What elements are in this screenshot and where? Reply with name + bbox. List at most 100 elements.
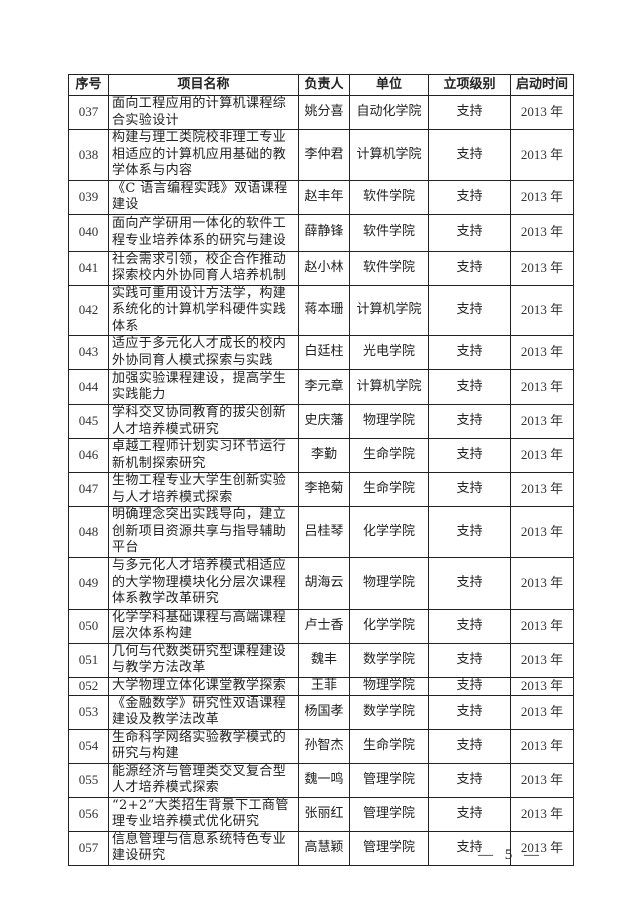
leader-name: 李勤 xyxy=(298,438,350,473)
unit-name: 数学学院 xyxy=(349,694,429,730)
project-level: 支持 xyxy=(428,642,511,678)
leader-name: 王菲 xyxy=(298,676,350,696)
row-number: 051 xyxy=(68,642,109,678)
row-number: 052 xyxy=(68,676,109,696)
unit-name: 管理学院 xyxy=(349,796,429,832)
unit-name: 化学学院 xyxy=(349,506,429,558)
leader-name: 胡海云 xyxy=(298,556,350,610)
table-row: 037 面向工程应用的计算机课程综合实验设计 姚分喜 自动化学院 支持 2013 年 xyxy=(68,95,574,130)
table-row: 043 适应于多元化人才成长的校内外协同育人模式探索与实践 白廷柱 光电学院 支持 201… xyxy=(68,335,574,370)
project-name: 与多元化人才培养模式相适应的大学物理模块化分层次课程体系教学改革研究 xyxy=(108,556,299,610)
start-time: 2013 年 xyxy=(510,95,574,130)
table-row: 041 社会需求引领，校企合作推动探索校内外协同育人培养机制 赵小林 软件学院 支持 20… xyxy=(68,250,574,286)
table-row: 053 《金融数学》研究性双语课程建设及教学法改革 杨国孝 数学学院 支持 2013 年 xyxy=(68,694,574,730)
leader-name: 赵小林 xyxy=(298,250,350,286)
leader-name: 蒋本珊 xyxy=(298,284,350,336)
start-time: 2013 年 xyxy=(510,335,574,370)
unit-name: 化学学院 xyxy=(349,608,429,644)
table-row: 057 信息管理与信息系统特色专业建设研究 高慧颖 管理学院 支持 2013 年 xyxy=(68,830,574,866)
project-level: 支持 xyxy=(428,556,511,610)
project-level: 支持 xyxy=(428,335,511,370)
start-time: 2013 年 xyxy=(510,830,574,866)
start-time: 2013 年 xyxy=(510,250,574,286)
project-level: 支持 xyxy=(428,179,511,215)
start-time: 2013 年 xyxy=(510,608,574,644)
unit-name: 管理学院 xyxy=(349,830,429,866)
leader-name: 姚分喜 xyxy=(298,95,350,130)
start-time: 2013 年 xyxy=(510,506,574,558)
unit-name: 计算机学院 xyxy=(349,369,429,405)
project-name: 面向产学研用一体化的软件工程专业培养体系的研究与建设 xyxy=(108,213,299,252)
page-number: — 5 — xyxy=(478,847,543,863)
table-row: 050 化学学科基础课程与高端课程层次体系构建 卢士香 化学学院 支持 2013 年 xyxy=(68,608,574,644)
leader-name: 史庆藩 xyxy=(298,404,350,439)
row-number: 041 xyxy=(68,250,109,286)
unit-name: 计算机学院 xyxy=(349,284,429,336)
unit-name: 软件学院 xyxy=(349,213,429,252)
project-level: 支持 xyxy=(428,250,511,286)
project-name: 大学物理立体化课堂教学探索 xyxy=(108,676,299,696)
leader-name: 李仲君 xyxy=(298,129,350,181)
row-number: 040 xyxy=(68,213,109,252)
row-number: 057 xyxy=(68,830,109,866)
project-name: 构建与理工类院校非理工专业相适应的计算机应用基础的教学体系与内容 xyxy=(108,129,299,181)
leader-name: 薛静锋 xyxy=(298,213,350,252)
project-name: 能源经济与管理类交叉复合型人才培养模式探索 xyxy=(108,762,299,798)
leader-name: 李元章 xyxy=(298,369,350,405)
project-name: “2+2”大类招生背景下工商管理专业培养模式优化研究 xyxy=(108,796,299,832)
unit-name: 软件学院 xyxy=(349,250,429,286)
start-time: 2013 年 xyxy=(510,676,574,696)
project-level: 支持 xyxy=(428,694,511,730)
row-number: 042 xyxy=(68,284,109,336)
start-time: 2013 年 xyxy=(510,796,574,832)
row-number: 053 xyxy=(68,694,109,730)
project-level: 支持 xyxy=(428,472,511,507)
project-name: 面向工程应用的计算机课程综合实验设计 xyxy=(108,95,299,130)
start-time: 2013 年 xyxy=(510,129,574,181)
row-number: 050 xyxy=(68,608,109,644)
project-name: 信息管理与信息系统特色专业建设研究 xyxy=(108,830,299,866)
project-level: 支持 xyxy=(428,796,511,832)
header-start: 启动时间 xyxy=(510,74,574,96)
project-table: 序号 项目名称 负责人 单位 立项级别 启动时间 037 面向工程应用的计算机课程… xyxy=(68,74,574,866)
unit-name: 软件学院 xyxy=(349,179,429,215)
leader-name: 魏丰 xyxy=(298,642,350,678)
table-header-row: 序号 项目名称 负责人 单位 立项级别 启动时间 xyxy=(68,74,574,96)
row-number: 043 xyxy=(68,335,109,370)
project-name: 卓越工程师计划实习环节运行新机制探索研究 xyxy=(108,438,299,473)
row-number: 048 xyxy=(68,506,109,558)
unit-name: 光电学院 xyxy=(349,335,429,370)
header-unit: 单位 xyxy=(349,74,429,96)
project-name: 《C 语言编程实践》双语课程建设 xyxy=(108,179,299,215)
table-row: 049 与多元化人才培养模式相适应的大学物理模块化分层次课程体系教学改革研究 胡海云… xyxy=(68,556,574,610)
leader-name: 张丽红 xyxy=(298,796,350,832)
row-number: 049 xyxy=(68,556,109,610)
unit-name: 生命学院 xyxy=(349,472,429,507)
start-time: 2013 年 xyxy=(510,284,574,336)
leader-name: 高慧颖 xyxy=(298,830,350,866)
unit-name: 物理学院 xyxy=(349,404,429,439)
start-time: 2013 年 xyxy=(510,369,574,405)
project-name: 适应于多元化人才成长的校内外协同育人模式探索与实践 xyxy=(108,335,299,370)
table-row: 039 《C 语言编程实践》双语课程建设 赵丰年 软件学院 支持 2013 年 xyxy=(68,179,574,215)
table-row: 056 “2+2”大类招生背景下工商管理专业培养模式优化研究 张丽红 管理学院 支持 20… xyxy=(68,796,574,832)
table-row: 055 能源经济与管理类交叉复合型人才培养模式探索 魏一鸣 管理学院 支持 2013 年 xyxy=(68,762,574,798)
start-time: 2013 年 xyxy=(510,213,574,252)
project-level: 支持 xyxy=(428,728,511,764)
start-time: 2013 年 xyxy=(510,404,574,439)
unit-name: 管理学院 xyxy=(349,762,429,798)
start-time: 2013 年 xyxy=(510,762,574,798)
table-row: 051 几何与代数类研究型课程建设与教学方法改革 魏丰 数学学院 支持 2013 年 xyxy=(68,642,574,678)
table-row: 040 面向产学研用一体化的软件工程专业培养体系的研究与建设 薛静锋 软件学院 支持 20… xyxy=(68,213,574,252)
start-time: 2013 年 xyxy=(510,472,574,507)
table-row: 038 构建与理工类院校非理工专业相适应的计算机应用基础的教学体系与内容 李仲君 计算… xyxy=(68,129,574,181)
header-level: 立项级别 xyxy=(428,74,511,96)
project-name: 明确理念突出实践导向，建立创新项目资源共享与指导辅助平台 xyxy=(108,506,299,558)
table-row: 048 明确理念突出实践导向，建立创新项目资源共享与指导辅助平台 吕桂琴 化学学院 支持… xyxy=(68,506,574,558)
project-level: 支持 xyxy=(428,284,511,336)
project-level: 支持 xyxy=(428,213,511,252)
leader-name: 赵丰年 xyxy=(298,179,350,215)
project-level: 支持 xyxy=(428,369,511,405)
row-number: 045 xyxy=(68,404,109,439)
unit-name: 计算机学院 xyxy=(349,129,429,181)
